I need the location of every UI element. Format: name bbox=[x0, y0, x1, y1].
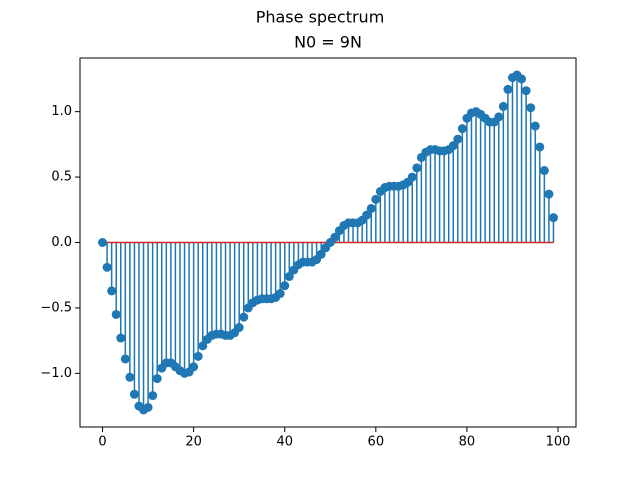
stem-marker bbox=[316, 249, 326, 259]
stem-marker bbox=[189, 362, 199, 372]
stem-marker bbox=[284, 272, 294, 282]
stem-marker bbox=[198, 341, 208, 351]
stem-marker bbox=[148, 391, 158, 401]
stem-marker bbox=[517, 74, 527, 84]
stem-marker bbox=[152, 374, 162, 384]
x-tick-label: 100 bbox=[546, 435, 571, 450]
stem-marker bbox=[98, 238, 108, 247]
y-tick-label: −0.5 bbox=[40, 300, 72, 315]
stem-marker bbox=[239, 312, 249, 322]
stem-marker bbox=[548, 213, 558, 223]
stem-marker bbox=[362, 210, 372, 220]
y-tick-label: 0.0 bbox=[51, 235, 72, 250]
stem-marker bbox=[193, 351, 203, 361]
stem-marker bbox=[448, 141, 458, 151]
stem-marker bbox=[494, 112, 504, 122]
stem-marker bbox=[330, 232, 340, 242]
stem-marker bbox=[521, 86, 531, 96]
stem-marker bbox=[503, 84, 513, 94]
stem-marker bbox=[120, 354, 130, 364]
stem-marker bbox=[366, 203, 376, 213]
x-tick-label: 40 bbox=[276, 435, 293, 450]
axes-frame bbox=[79, 57, 577, 428]
stem-marker bbox=[280, 281, 290, 291]
chart-title: Phase spectrum bbox=[256, 8, 385, 27]
stem-marker bbox=[498, 101, 508, 111]
stem-marker bbox=[539, 166, 549, 176]
stem-marker bbox=[129, 389, 139, 399]
stem-marker bbox=[107, 286, 117, 296]
stem-marker bbox=[457, 124, 467, 134]
stem-marker bbox=[544, 189, 554, 199]
y-tick-label: 0.5 bbox=[51, 170, 72, 185]
stem-marker bbox=[116, 333, 126, 343]
x-tick-label: 80 bbox=[459, 435, 476, 450]
x-tick-label: 60 bbox=[368, 435, 385, 450]
stem-marker bbox=[535, 142, 545, 152]
stem-marker bbox=[102, 262, 112, 272]
stem-marker bbox=[143, 402, 153, 412]
stem-marker bbox=[453, 134, 463, 144]
stem-marker bbox=[371, 194, 381, 204]
x-tick-label: 20 bbox=[185, 435, 202, 450]
stem-marker bbox=[111, 309, 121, 319]
stem-marker bbox=[407, 172, 417, 182]
y-tick-label: −1.0 bbox=[40, 366, 72, 381]
chart-subtitle: N0 = 9N bbox=[294, 33, 362, 52]
x-tick-label: 0 bbox=[98, 435, 106, 450]
stem-marker bbox=[412, 163, 422, 173]
stem-marker bbox=[275, 289, 285, 299]
stem-marker bbox=[234, 323, 244, 333]
stem-marker bbox=[530, 121, 540, 131]
y-tick-label: 1.0 bbox=[51, 104, 72, 119]
stem-marker bbox=[125, 372, 135, 382]
stem-marker bbox=[526, 103, 536, 113]
